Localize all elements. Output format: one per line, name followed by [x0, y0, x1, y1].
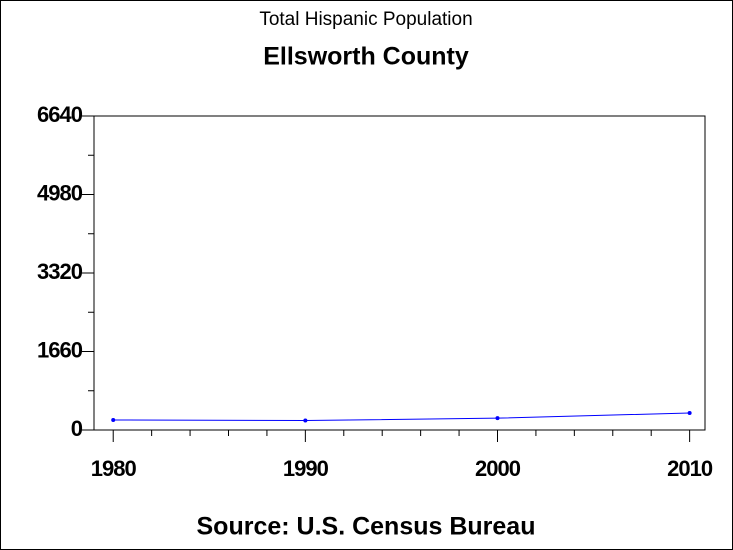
chart-subtitle: Ellsworth County — [263, 43, 469, 71]
point — [495, 416, 500, 421]
y-tick-label: 0 — [71, 416, 83, 441]
footnote: Source: U.S. Census Bureau — [197, 513, 536, 541]
chart-title: Total Hispanic Population — [259, 9, 472, 30]
x-tick-label: 2010 — [667, 456, 713, 481]
x-tick-label: 2000 — [475, 456, 521, 481]
y-tick-label: 4980 — [37, 180, 83, 205]
point — [303, 418, 308, 423]
x-tick-label: 1980 — [91, 456, 137, 481]
y-tick-label: 1660 — [37, 337, 83, 362]
y-tick-label: 3320 — [37, 259, 83, 284]
x-tick-label: 1990 — [283, 456, 329, 481]
series-line — [113, 412, 690, 422]
point — [111, 418, 116, 423]
point — [687, 410, 692, 415]
y-tick-label: 6640 — [37, 102, 83, 127]
